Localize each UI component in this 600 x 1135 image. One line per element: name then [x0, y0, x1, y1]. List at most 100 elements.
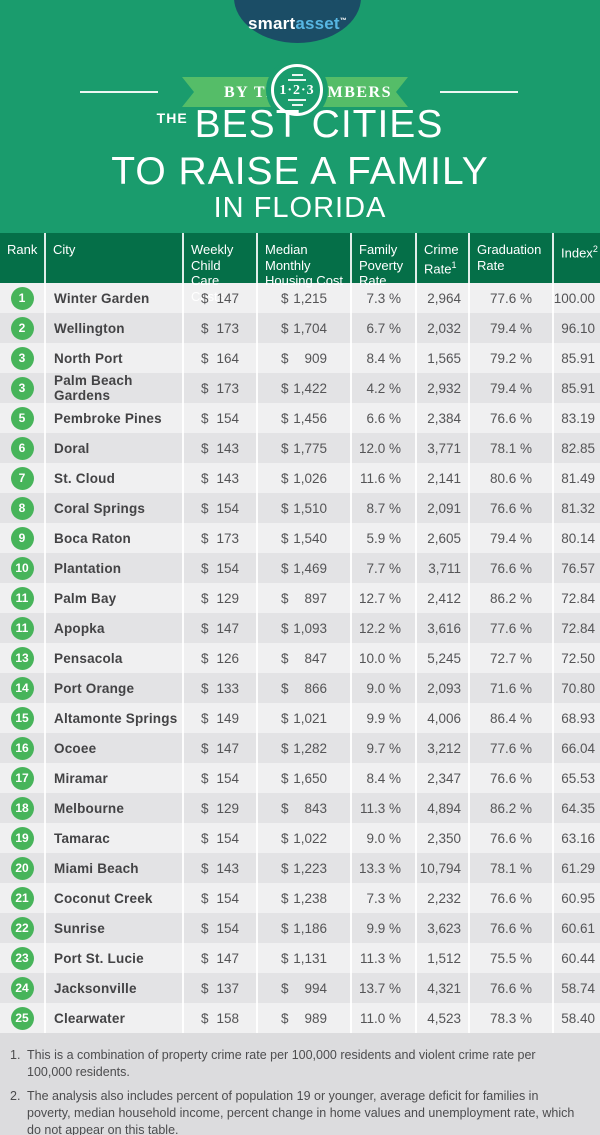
currency-symbol: $ — [281, 380, 289, 396]
housing-cost-cell: $994 — [256, 973, 350, 1003]
poverty-rate-cell: 5.9 % — [350, 523, 415, 553]
column-header-index: Index2 — [552, 233, 600, 283]
child-care-cell: $154 — [182, 883, 256, 913]
column-header-weekly-child-care-costs: Weekly Child Care Costs — [182, 233, 256, 304]
amount: 843 — [304, 800, 327, 816]
poverty-rate-cell: 7.3 % — [350, 883, 415, 913]
housing-cost-cell: $1,704 — [256, 313, 350, 343]
index-cell: 72.84 — [552, 583, 600, 613]
column-header-graduation-rate: Graduation Rate — [468, 233, 552, 283]
currency-symbol: $ — [201, 560, 209, 576]
city-cell: Doral — [44, 433, 182, 463]
graduation-rate-cell: 76.6 % — [468, 823, 552, 853]
child-care-cell: $147 — [182, 733, 256, 763]
currency-symbol: $ — [201, 1010, 209, 1026]
amount: 1,540 — [293, 530, 327, 546]
logo-asset-text: asset — [295, 14, 340, 33]
rank-badge: 1 — [10, 286, 34, 310]
page-title: THE BEST CITIES TO RAISE A FAMILY IN FLOR… — [0, 104, 600, 225]
rank-badge: 14 — [10, 676, 34, 700]
poverty-rate-cell: 6.7 % — [350, 313, 415, 343]
table-row: 3 North Port $164 $909 8.4 % 1,565 79.2 % 85.91 — [0, 343, 600, 373]
footnotes-section: 1. This is a combination of property crim… — [0, 1033, 600, 1135]
amount: 143 — [216, 860, 239, 876]
graduation-rate-cell: 76.6 % — [468, 493, 552, 523]
city-cell: Clearwater — [44, 1003, 182, 1033]
index-cell: 80.14 — [552, 523, 600, 553]
index-cell: 58.40 — [552, 1003, 600, 1033]
banner-right-label: NUMBERS — [301, 83, 392, 101]
currency-symbol: $ — [201, 350, 209, 366]
poverty-rate-cell: 8.4 % — [350, 763, 415, 793]
currency-symbol: $ — [281, 740, 289, 756]
rank-badge: 6 — [10, 436, 34, 460]
graduation-rate-cell: 76.6 % — [468, 913, 552, 943]
rank-badge: 13 — [10, 646, 34, 670]
rank-cell: 13 — [0, 643, 44, 673]
housing-cost-cell: $1,021 — [256, 703, 350, 733]
index-cell: 72.50 — [552, 643, 600, 673]
amount: 1,650 — [293, 770, 327, 786]
city-cell: Wellington — [44, 313, 182, 343]
currency-symbol: $ — [201, 920, 209, 936]
rank-cell: 11 — [0, 583, 44, 613]
city-cell: Coral Springs — [44, 493, 182, 523]
city-cell: Miami Beach — [44, 853, 182, 883]
index-cell: 70.80 — [552, 673, 600, 703]
currency-symbol: $ — [281, 290, 289, 306]
currency-symbol: $ — [281, 650, 289, 666]
city-cell: Pembroke Pines — [44, 403, 182, 433]
amount: 147 — [216, 950, 239, 966]
table-row: 17 Miramar $154 $1,650 8.4 % 2,347 76.6 % 65.53 — [0, 763, 600, 793]
poverty-rate-cell: 7.7 % — [350, 553, 415, 583]
footnote: 1. This is a combination of property crim… — [10, 1047, 580, 1081]
rank-cell: 21 — [0, 883, 44, 913]
poverty-rate-cell: 9.0 % — [350, 673, 415, 703]
rank-cell: 24 — [0, 973, 44, 1003]
currency-symbol: $ — [281, 410, 289, 426]
banner-right-line — [440, 91, 518, 93]
poverty-rate-cell: 11.3 % — [350, 943, 415, 973]
graduation-rate-cell: 86.2 % — [468, 793, 552, 823]
rank-badge: 2 — [10, 316, 34, 340]
table-row: 23 Port St. Lucie $147 $1,131 11.3 % 1,512 75.… — [0, 943, 600, 973]
index-cell: 96.10 — [552, 313, 600, 343]
currency-symbol: $ — [281, 590, 289, 606]
crime-rate-cell: 3,771 — [415, 433, 468, 463]
poverty-rate-cell: 7.3 % — [350, 283, 415, 313]
index-cell: 100.00 — [552, 283, 600, 313]
amount: 164 — [216, 350, 239, 366]
amount: 1,026 — [293, 470, 327, 486]
housing-cost-cell: $866 — [256, 673, 350, 703]
poverty-rate-cell: 13.7 % — [350, 973, 415, 1003]
poverty-rate-cell: 12.2 % — [350, 613, 415, 643]
index-cell: 85.91 — [552, 373, 600, 403]
graduation-rate-cell: 75.5 % — [468, 943, 552, 973]
amount: 1,021 — [293, 710, 327, 726]
graduation-rate-cell: 86.2 % — [468, 583, 552, 613]
poverty-rate-cell: 12.0 % — [350, 433, 415, 463]
child-care-cell: $154 — [182, 493, 256, 523]
rankings-table: Rank City Weekly Child Care Costs Median Mo… — [0, 233, 600, 1033]
index-cell: 85.91 — [552, 343, 600, 373]
housing-cost-cell: $843 — [256, 793, 350, 823]
housing-cost-cell: $1,093 — [256, 613, 350, 643]
hero-header: smartasset™ BY THE NUMBERS 1·2·3 THE BEST… — [0, 0, 600, 233]
footnote-number: 1. — [10, 1048, 21, 1062]
graduation-rate-cell: 78.1 % — [468, 853, 552, 883]
rank-cell: 17 — [0, 763, 44, 793]
table-row: 7 St. Cloud $143 $1,026 11.6 % 2,141 80.6 % 81.… — [0, 463, 600, 493]
graduation-rate-cell: 77.6 % — [468, 733, 552, 763]
currency-symbol: $ — [201, 770, 209, 786]
index-cell: 66.04 — [552, 733, 600, 763]
housing-cost-cell: $1,456 — [256, 403, 350, 433]
currency-symbol: $ — [201, 470, 209, 486]
rank-cell: 7 — [0, 463, 44, 493]
amount: 147 — [216, 620, 239, 636]
column-header-city: City — [44, 233, 182, 283]
housing-cost-cell: $1,215 — [256, 283, 350, 313]
currency-symbol: $ — [281, 320, 289, 336]
graduation-rate-cell: 76.6 % — [468, 553, 552, 583]
currency-symbol: $ — [201, 410, 209, 426]
currency-symbol: $ — [201, 590, 209, 606]
